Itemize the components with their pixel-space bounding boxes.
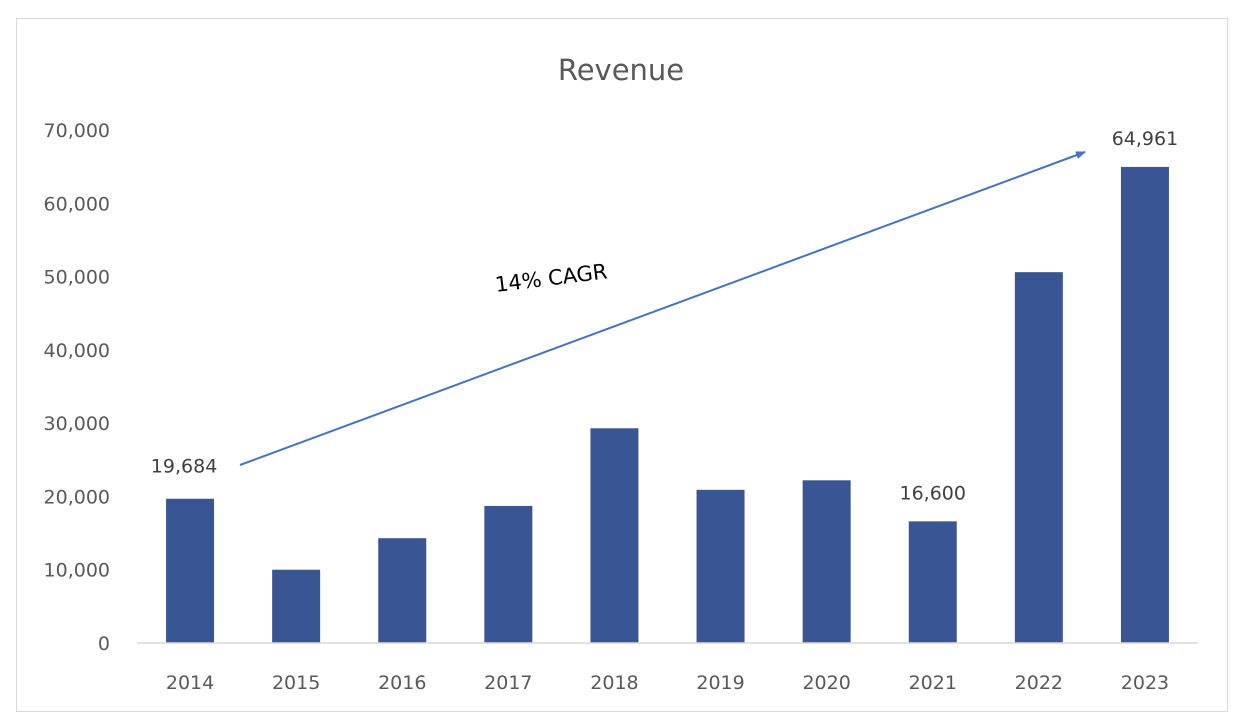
y-tick-label: 40,000	[44, 340, 110, 362]
data-label-2014: 19,684	[151, 456, 217, 478]
x-axis: 2014 2015 2016 2017 2018 2019 2020 2021 2022 2023	[166, 672, 1169, 694]
x-tick-label: 2018	[590, 672, 638, 694]
bar-2023	[1120, 166, 1169, 644]
x-tick-label: 2015	[272, 672, 320, 694]
cagr-annotation: 14% CAGR	[494, 259, 609, 297]
data-label-2021: 16,600	[900, 482, 966, 504]
x-tick-label: 2022	[1015, 672, 1063, 694]
bar-2016	[378, 538, 427, 643]
bar-2021	[908, 521, 957, 643]
bar-2015	[272, 569, 321, 643]
y-tick-label: 20,000	[44, 486, 110, 508]
y-axis: 0 10,000 20,000 30,000 40,000 50,000 60,000 70,…	[44, 120, 110, 655]
bar-2017	[484, 505, 533, 643]
bar-2020	[802, 480, 851, 643]
y-tick-label: 30,000	[44, 413, 110, 435]
x-tick-label: 2019	[696, 672, 744, 694]
data-label-2023: 64,961	[1112, 128, 1178, 150]
bar-2018	[590, 428, 639, 643]
y-tick-label: 0	[98, 633, 110, 655]
x-tick-label: 2020	[802, 672, 850, 694]
bar-2019	[696, 489, 745, 643]
bar-2014	[166, 498, 215, 643]
y-tick-label: 10,000	[44, 560, 110, 582]
chart-title: Revenue	[558, 53, 684, 87]
cagr-arrow	[239, 151, 1086, 466]
data-labels: 19,684 16,600 64,961	[151, 128, 1178, 504]
x-tick-label: 2023	[1121, 672, 1169, 694]
x-tick-label: 2016	[378, 672, 426, 694]
y-tick-label: 70,000	[44, 120, 110, 142]
bar-2022	[1014, 272, 1063, 643]
x-tick-label: 2021	[909, 672, 957, 694]
x-tick-label: 2014	[166, 672, 214, 694]
y-tick-label: 50,000	[44, 267, 110, 289]
bar-series	[166, 166, 1169, 644]
y-tick-label: 60,000	[44, 193, 110, 215]
x-tick-label: 2017	[484, 672, 532, 694]
